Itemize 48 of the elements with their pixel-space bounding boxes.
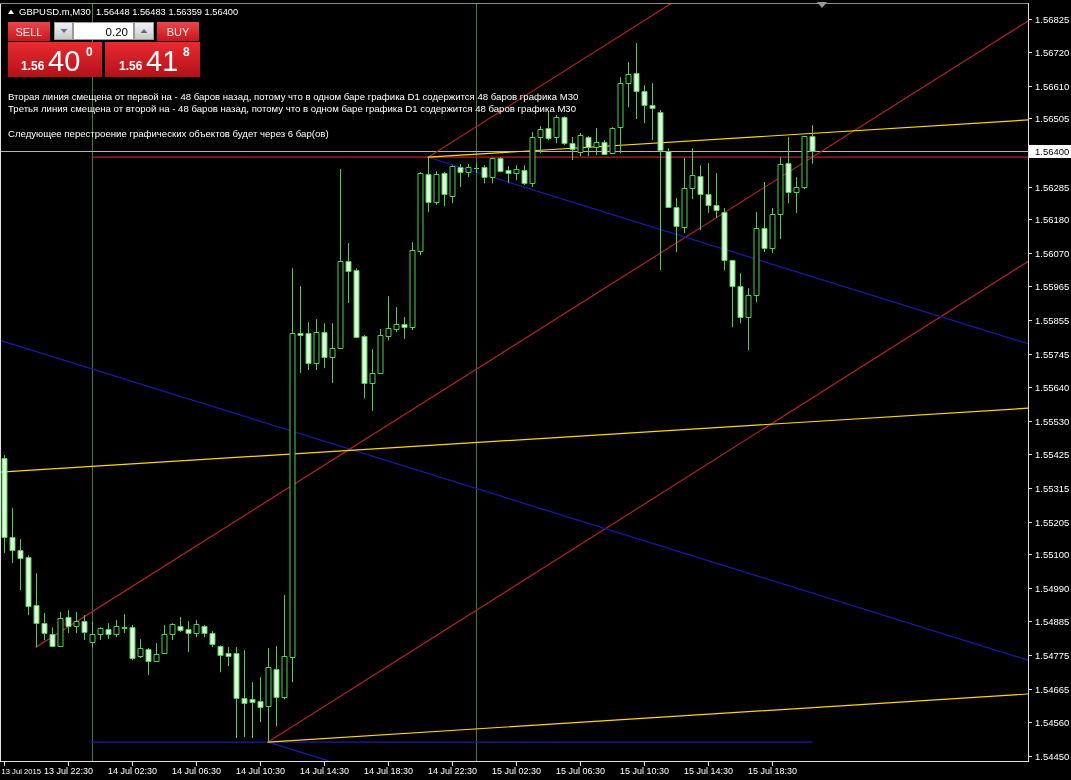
y-tick-label: 1.55640 (1035, 381, 1070, 393)
annotation: 0.20 (105, 26, 128, 38)
y-tick-label: 1.56180 (1035, 213, 1070, 225)
y-tick-label: 1.55315 (1035, 482, 1070, 494)
y-tick-label: 1.56825 (1035, 13, 1070, 25)
annotation: SELL (15, 26, 43, 38)
y-tick-label: 1.56285 (1035, 181, 1070, 193)
y-tick-label: 1.54775 (1035, 649, 1070, 661)
x-tick-label: 15 Jul 18:30 (747, 766, 798, 776)
x-tick-label: 14 Jul 14:30 (299, 766, 350, 776)
y-tick-label: 1.56610 (1035, 80, 1070, 92)
x-tick-label: 14 Jul 06:30 (171, 766, 222, 776)
annotation: Следующее перестроение графических объектов будет через 6 бар(ов) (8, 128, 329, 139)
annotation: 0 (86, 45, 93, 59)
y-tick-label: 1.54560 (1035, 716, 1070, 728)
annotation: 41 (146, 45, 179, 77)
x-tick-label: 13 Jul 22:30 (43, 766, 94, 776)
x-tick-label: 15 Jul 10:30 (619, 766, 670, 776)
x-tick-label: 14 Jul 10:30 (235, 766, 286, 776)
x-tick-label: 15 Jul 06:30 (555, 766, 606, 776)
annotation: 1.56 (21, 59, 45, 73)
y-tick-label: 1.54665 (1035, 683, 1070, 695)
y-tick-label: 1.56720 (1035, 46, 1070, 58)
y-tick-label: 1.55855 (1035, 314, 1070, 326)
y-tick-label: 1.54990 (1035, 582, 1070, 594)
x-tick-label: 15 Jul 14:30 (683, 766, 734, 776)
chart-title: GBPUSD.m,M30 (19, 6, 91, 17)
x-tick-label: 14 Jul 02:30 (107, 766, 158, 776)
annotation: 1.56 (119, 59, 143, 73)
y-tick-label: 1.55205 (1035, 516, 1070, 528)
x-tick-label: 15 Jul 02:30 (491, 766, 542, 776)
x-tick-label: 14 Jul 22:30 (427, 766, 478, 776)
y-tick-label: 1.56505 (1035, 112, 1070, 124)
annotation: 40 (48, 45, 81, 77)
chart-subtitle: 1.56448 1.56483 1.56359 1.56400 (96, 7, 239, 17)
annotation: 8 (183, 45, 190, 59)
y-tick-label: 1.55100 (1035, 548, 1070, 560)
y-tick-label: 1.55745 (1035, 348, 1070, 360)
x-tick-label: 14 Jul 18:30 (363, 766, 414, 776)
y-tick-label: 1.55965 (1035, 280, 1070, 292)
annotation: BUY (166, 26, 190, 38)
y-tick-label: 1.56070 (1035, 247, 1070, 259)
annotation: Вторая линия смещена от первой на - 48 баров назад, потому что в одном баре графика D1 содержится 48 баров графика M30 (8, 91, 579, 102)
y-tick-label: 1.55530 (1035, 415, 1070, 427)
ref-line-label: 1.56400 (1035, 145, 1070, 157)
y-tick-label: 1.55425 (1035, 448, 1070, 460)
y-tick-label: 1.54450 (1035, 750, 1070, 762)
y-tick-label: 1.54885 (1035, 615, 1070, 627)
